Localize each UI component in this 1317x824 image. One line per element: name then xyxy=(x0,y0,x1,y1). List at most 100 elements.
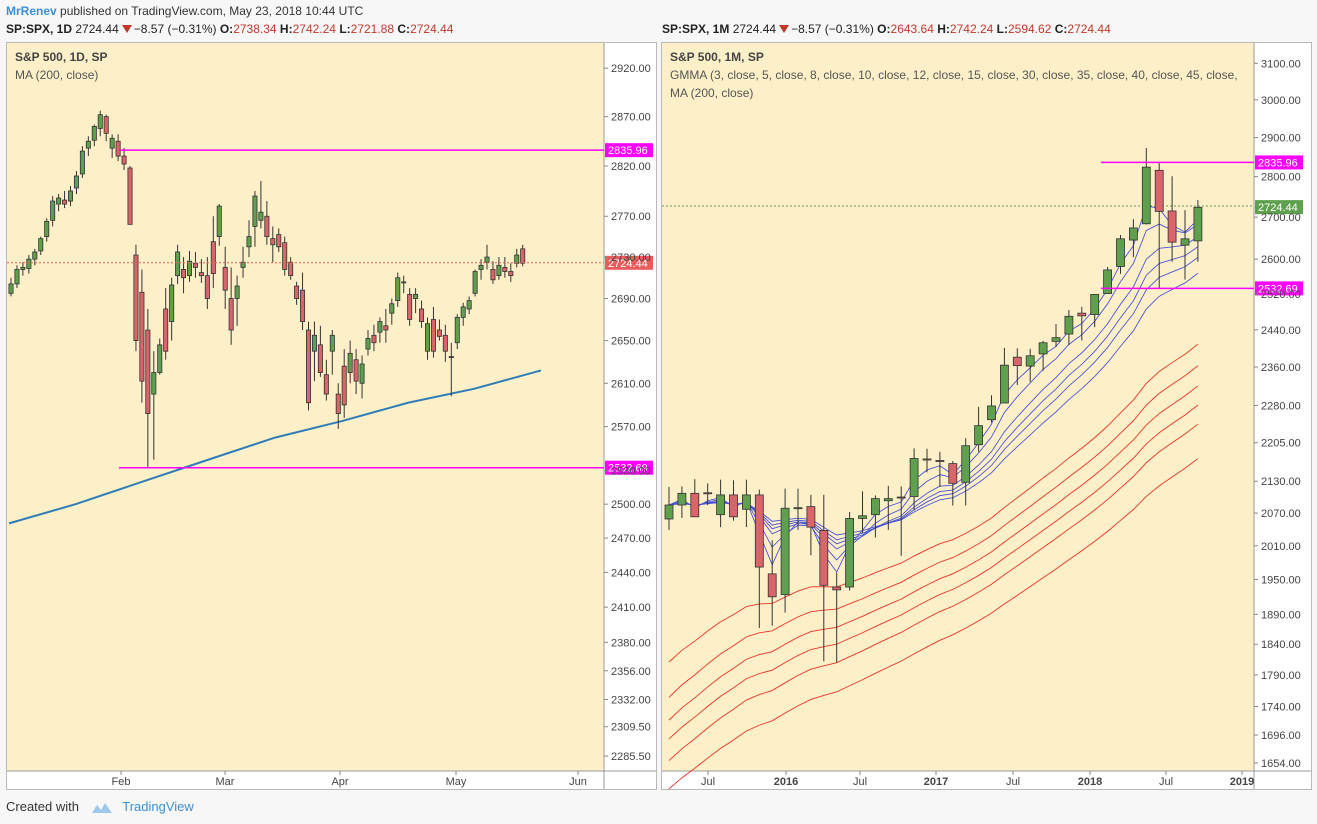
right-ytick-label: 1790.00 xyxy=(1261,670,1301,682)
right-ytick-label: 2800.00 xyxy=(1261,172,1301,184)
right-candle-body xyxy=(948,463,958,484)
left-plot-area[interactable] xyxy=(7,43,604,771)
right-level-badge xyxy=(1255,155,1303,170)
left-candle-body xyxy=(460,306,466,318)
left-candle-body xyxy=(442,334,448,352)
left-low: 2721.88 xyxy=(350,22,395,36)
left-ytick-label: 2650.00 xyxy=(611,336,651,348)
left-candle-body xyxy=(347,352,353,373)
right-ytick-label: 3100.00 xyxy=(1261,58,1301,70)
right-chart[interactable]: 2835.96 2532.69 2724.44 3100.00 3000.00 2900… xyxy=(662,43,1311,790)
left-close: 2724.44 xyxy=(410,22,454,36)
left-chart[interactable]: 2835.96 2532.69 2724.44 2920.00 2870.00 2820… xyxy=(7,43,656,789)
left-candle-body xyxy=(448,356,454,358)
ma200-line xyxy=(8,369,542,525)
right-ytick-label: 2600.00 xyxy=(1261,254,1301,266)
right-quote-line: SP:SPX, 1M 2724.44 −8.57 (−0.31%) O:2643.… xyxy=(662,22,1111,36)
left-ytick-label: 2470.00 xyxy=(611,533,651,545)
right-candle-body xyxy=(716,494,725,516)
left-candle-body xyxy=(198,272,204,277)
right-candle-body xyxy=(1116,238,1125,267)
left-quote-line: SP:SPX, 1D 2724.44 −8.57 (−0.31%) O:2738.… xyxy=(6,22,453,36)
left-xtick-label: May xyxy=(446,776,467,788)
right-candle-body xyxy=(780,507,790,595)
right-time-scale[interactable]: Jul 2016 Jul 2017 Jul 2018 Jul 2019 xyxy=(701,771,1254,788)
left-candle-body xyxy=(222,266,228,291)
left-candle-body xyxy=(115,140,121,157)
left-candle-body xyxy=(419,308,425,322)
left-candle-body xyxy=(85,140,91,149)
left-candle-body xyxy=(186,260,192,277)
left-legend-title[interactable]: S&P 500, 1D, SP xyxy=(15,50,108,64)
left-candle-body xyxy=(204,275,210,299)
left-candle-body xyxy=(139,291,145,382)
left-candle-body xyxy=(317,344,323,373)
left-ytick-label: 2332.00 xyxy=(611,695,651,707)
left-time-scale[interactable]: Feb Mar Apr May Jun xyxy=(112,771,587,788)
right-l-label: L: xyxy=(996,22,1008,36)
left-xtick-label: Apr xyxy=(331,776,348,788)
right-xtick-label: Jul xyxy=(1006,776,1020,788)
left-candle-body xyxy=(514,254,520,264)
left-xtick-label: Jun xyxy=(569,776,587,788)
right-ytick-label: 1840.00 xyxy=(1261,639,1301,651)
footer: Created with TradingView xyxy=(6,799,194,815)
left-levels: 2835.96 2532.69 2724.44 xyxy=(7,143,653,475)
left-candle-body xyxy=(169,284,175,322)
left-candle-body xyxy=(472,271,478,294)
left-candle-body xyxy=(26,258,32,269)
left-candle-body xyxy=(502,266,508,272)
right-candle-body xyxy=(974,425,984,446)
right-candle-body xyxy=(1180,238,1190,246)
right-legend-ma[interactable]: MA (200, close) xyxy=(670,86,753,100)
left-ytick-label: 2770.00 xyxy=(611,211,651,223)
right-ytick-label: 2520.00 xyxy=(1261,289,1301,301)
left-candle-body xyxy=(329,334,335,352)
left-level-label: 2532.69 xyxy=(608,463,648,475)
left-candle-body xyxy=(276,234,282,248)
left-candle-body xyxy=(300,289,306,322)
right-candle-body xyxy=(767,573,777,598)
left-chart-panel[interactable]: 2835.96 2532.69 2724.44 2920.00 2870.00 2820… xyxy=(6,42,657,790)
right-candles xyxy=(664,147,1203,663)
left-candle-body xyxy=(424,323,430,352)
right-candle-body xyxy=(832,586,842,591)
right-xtick-label: 2016 xyxy=(774,776,798,788)
left-candle-body xyxy=(466,300,472,310)
right-level-badge xyxy=(1255,281,1303,296)
right-ytick-label: 2130.00 xyxy=(1261,476,1301,488)
right-candle-body xyxy=(987,405,996,421)
right-xtick-label: Jul xyxy=(853,776,867,788)
right-legend-gmma[interactable]: GMMA (3, close, 5, close, 8, close, 10, … xyxy=(670,68,1238,82)
left-candle-body xyxy=(163,308,169,352)
left-candle-body xyxy=(395,277,401,302)
author-name[interactable]: MrRenev xyxy=(6,4,57,18)
right-ytick-label: 2070.00 xyxy=(1261,508,1301,520)
left-candle-body xyxy=(234,285,240,299)
left-ytick-label: 2356.00 xyxy=(611,666,651,678)
left-candle-body xyxy=(50,200,56,221)
left-candle-body xyxy=(258,211,264,221)
left-candle-body xyxy=(341,365,347,406)
left-symbol: SP:SPX, 1D xyxy=(6,22,73,36)
left-candle-body xyxy=(294,285,300,299)
left-candle-body xyxy=(14,269,20,285)
left-candle-body xyxy=(264,215,270,237)
left-price-scale[interactable]: 2920.00 2870.00 2820.00 2770.00 2730.00 2690.… xyxy=(604,63,651,763)
left-level-label: 2835.96 xyxy=(608,145,648,157)
tradingview-brand[interactable]: TradingView xyxy=(122,799,194,814)
left-candle-body xyxy=(145,329,151,414)
right-ytick-label: 3000.00 xyxy=(1261,95,1301,107)
right-chart-panel[interactable]: 2835.96 2532.69 2724.44 3100.00 3000.00 2900… xyxy=(661,42,1312,790)
right-candle-body xyxy=(754,494,764,568)
right-plot-area[interactable] xyxy=(662,43,1254,771)
right-candle-body xyxy=(922,458,932,461)
gmma-long-line xyxy=(668,365,1199,698)
right-price-scale[interactable]: 3100.00 3000.00 2900.00 2800.00 2700.00 2600.… xyxy=(1254,58,1301,770)
left-legend-ma[interactable]: MA (200, close) xyxy=(15,68,98,82)
right-candle-body xyxy=(1103,269,1113,294)
right-legend-title[interactable]: S&P 500, 1M, SP xyxy=(670,50,764,64)
gmma-lines xyxy=(668,205,1199,790)
right-candle-body xyxy=(1051,337,1061,342)
right-level-label: 2835.96 xyxy=(1258,157,1298,169)
